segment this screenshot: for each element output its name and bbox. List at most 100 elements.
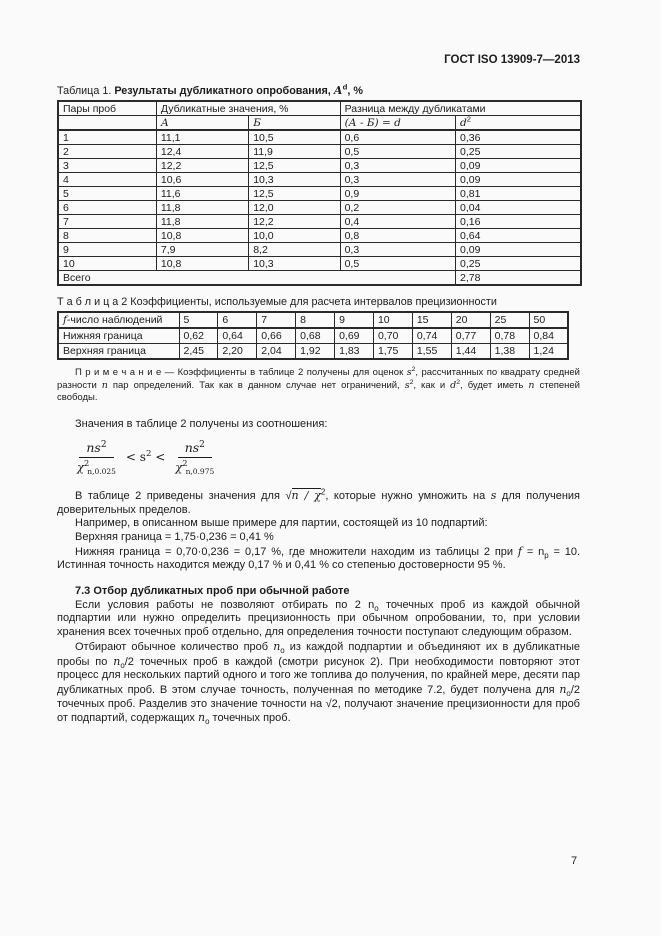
table-cell: 7 [57, 214, 157, 229]
table-cell: 10,3 [248, 172, 341, 187]
table-row: 5 11,6 12,5 0,9 0,81 [57, 186, 582, 201]
table-cell: 12,5 [248, 186, 341, 201]
table-cell: 0,3 [339, 242, 457, 257]
table-cell: 0,25 [455, 256, 582, 271]
text-run: n [198, 711, 206, 725]
formula-middle: < s2 < [126, 449, 165, 463]
table2-upper-label: Верхняя граница [57, 343, 180, 360]
table1-empty-header-cell [57, 115, 157, 131]
text-run: о [205, 717, 210, 727]
text-run: из каждой подпартии и объединяют их в ду… [57, 640, 580, 668]
text-run: f [63, 314, 67, 326]
text-run: ns [184, 439, 200, 455]
table-cell: 12,4 [155, 144, 250, 159]
table-cell: 3 [57, 158, 157, 173]
text-run: s [406, 367, 412, 378]
text-run: n / χ [291, 487, 321, 502]
table-cell: 0,09 [455, 158, 582, 173]
text-run: 2 [456, 378, 461, 386]
table-cell: 12,0 [248, 200, 341, 215]
section-heading-7-3: 7.3 Отбор дубликатных проб при обычной р… [75, 585, 350, 598]
table-cell: 0,5 [339, 144, 457, 159]
table-cell: 0,77 [450, 327, 491, 344]
text-run: 2 [199, 439, 205, 450]
table-cell: 6 [217, 311, 258, 329]
table-cell: 0,09 [455, 172, 582, 187]
table-cell: 10,8 [155, 228, 250, 243]
table-cell: 0,5 [339, 256, 457, 271]
table-cell: 9 [334, 311, 374, 329]
text-run: d [450, 379, 457, 391]
table2-lower-row: Нижняя граница 0,62 0,64 0,66 0,68 0,69 0,70 0… [57, 327, 569, 344]
table2-header-row: f-число наблюдений 5 6 7 8 9 10 15 20 25 50 [57, 311, 569, 329]
table-cell: 0,81 [455, 186, 582, 201]
text-run: n,0.975 [185, 467, 215, 477]
text-run: = 10. Истинная точность находится между … [57, 545, 581, 572]
table-cell: 0,9 [339, 186, 457, 201]
text-run: 2 [320, 487, 326, 497]
table-cell: 11,6 [155, 186, 250, 201]
text-run: 2 [411, 365, 416, 373]
table-cell: 0,70 [372, 327, 413, 344]
table-cell: 0,69 [334, 327, 374, 344]
table-row: 8 10,8 10,0 0,8 0,64 [57, 228, 582, 243]
table-cell: 12,2 [155, 158, 250, 173]
text-run: /2 точечных проб в каждой (смотри рисуно… [57, 655, 580, 696]
table-cell: 0,04 [455, 200, 582, 215]
text-run: p [544, 550, 549, 560]
text-run: А [160, 116, 169, 129]
text-run: о [566, 689, 571, 699]
text-run: 2 [100, 439, 107, 450]
table-cell: 2,45 [178, 343, 219, 360]
table-cell: 1,44 [450, 343, 491, 360]
table-row: 9 7,9 8,2 0,3 0,09 [57, 242, 582, 257]
text-run: -число наблюдений [66, 314, 163, 326]
text-run: d [460, 116, 467, 129]
table-cell: 25 [489, 311, 530, 329]
text-run: 2 [466, 115, 471, 123]
table-cell: 6 [57, 200, 157, 215]
table-cell: 11,8 [155, 214, 250, 229]
table-row: 1 11,1 10,5 0,6 0,36 [57, 129, 582, 145]
table1-col-b: Б [248, 115, 341, 131]
table-row: 3 12,2 12,5 0,3 0,09 [57, 158, 582, 173]
table-cell: 7 [256, 311, 297, 329]
table-cell: 0,6 [339, 129, 457, 145]
table-cell: 0,3 [339, 158, 457, 173]
line-lower-bound: Нижняя граница = 0,70·0,236 = 0,17 %, гд… [57, 545, 580, 573]
table-cell: 0,16 [455, 214, 582, 229]
table-cell: 0,78 [489, 327, 530, 344]
fraction-denominator: χ2n,0.975 [175, 458, 215, 477]
text-run: пар определений. Так как в данном случае… [107, 379, 405, 391]
table1-col-a: А [155, 115, 250, 131]
page-number: 7 [571, 855, 578, 867]
fraction-numerator: ns2 [177, 439, 212, 458]
text-run: Б [253, 116, 261, 129]
table1-duplicate-sampling-results: Пары проб Дубликатные значения, % Разниц… [57, 100, 582, 286]
text-run: , которые нужно умножить на [325, 489, 491, 502]
table2-caption: Т а б л и ц а 2 Коэффициенты, используем… [57, 296, 497, 308]
table-cell: 2 [57, 144, 157, 159]
table-cell: 0,64 [455, 228, 582, 243]
table-cell: 0,4 [339, 214, 457, 229]
text-run: Нижняя граница = 0,70·0,236 = 0,17 %, гд… [75, 545, 518, 558]
table1-col-pairs: Пары проб [57, 100, 157, 116]
table-cell: 0,3 [339, 172, 457, 187]
table-row: 7 11,8 12,2 0,4 0,16 [57, 214, 582, 229]
table-cell: 0,36 [455, 129, 582, 145]
table-cell: 8 [295, 311, 336, 329]
table-cell: 10,6 [155, 172, 250, 187]
table-cell: 8,2 [248, 242, 341, 257]
table-row: 10 10,8 10,3 0,5 0,25 [57, 256, 582, 271]
table-cell: 10,3 [248, 256, 341, 271]
standard-designation: ГОСТ ISO 13909-7—2013 [444, 54, 580, 66]
table-cell: 1,75 [372, 343, 413, 360]
text-run: , % [347, 85, 363, 97]
text-run: √ [285, 489, 292, 502]
table-cell: 4 [57, 172, 157, 187]
table-cell: 10,8 [155, 256, 250, 271]
text-run: точечных проб. [209, 712, 291, 725]
table-cell: 10 [57, 256, 157, 271]
fraction-denominator: χ2n,0.025 [77, 458, 116, 476]
